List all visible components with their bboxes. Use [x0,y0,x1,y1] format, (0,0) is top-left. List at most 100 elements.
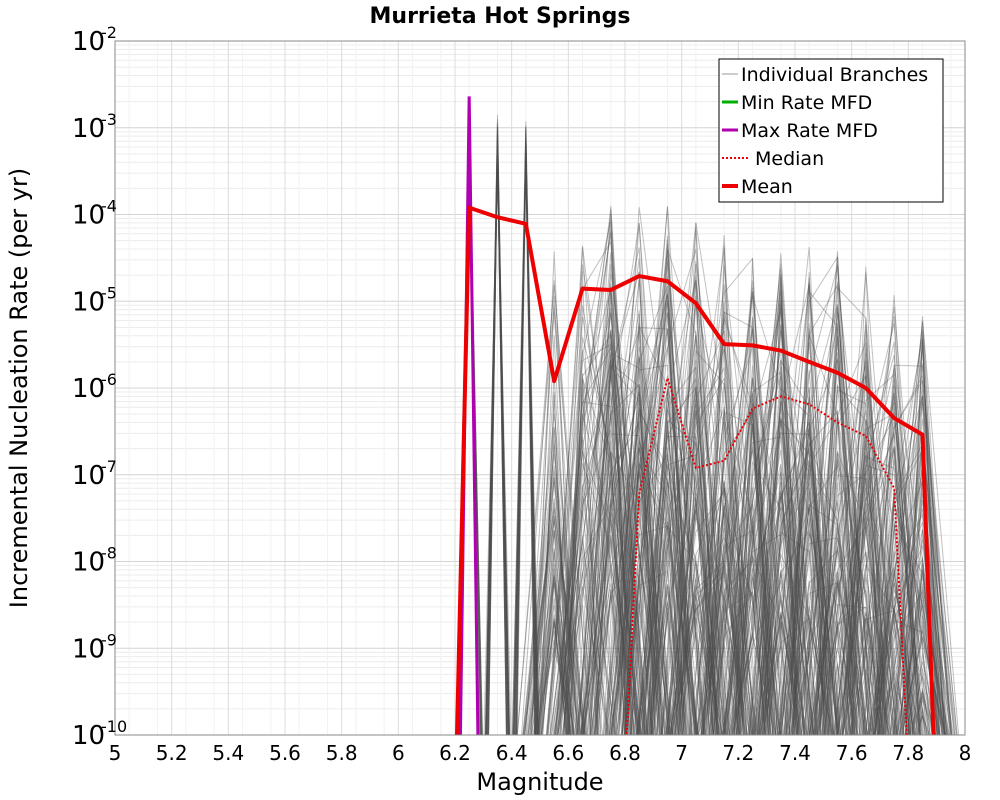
branch-line [701,449,779,735]
branch-line [818,502,857,735]
branch-line [845,266,887,735]
branch-line [807,548,868,735]
branch-line [624,603,654,735]
branch-line [721,487,784,735]
branch-line [874,557,945,735]
branch-line [740,273,799,735]
branch-line [609,384,669,735]
branch-line [513,163,539,735]
branch-line [673,578,719,735]
branch-line [556,429,639,735]
y-tick-label: 10 [72,114,105,144]
branch-line [621,388,690,735]
branch-line [702,265,771,735]
branch-line [848,567,916,735]
branch-line [559,345,635,735]
branch-line [808,572,867,735]
branch-line [593,424,661,735]
branch-line [764,387,826,735]
branch-line [874,569,914,735]
branch-line [529,470,579,735]
branch-line [892,380,953,735]
branch-line [732,449,806,735]
branch-line [912,653,933,735]
branch-line [485,153,510,735]
branch-line [721,307,819,735]
branch-line [638,313,697,735]
branch-line [608,412,670,735]
branch-line [674,222,744,735]
branch-line [833,352,899,735]
branch-line [576,341,646,735]
branch-line [876,523,939,735]
branch-line [893,500,952,735]
branch-line [793,571,858,735]
branch-line [899,583,946,735]
branch-line [767,530,822,735]
x-tick-label: 5.2 [156,741,188,765]
branch-line [700,280,783,735]
branch-line [640,482,721,735]
branch-line [840,414,921,735]
branch-line [633,430,702,735]
branch-line [523,519,585,735]
branch-line [712,590,767,735]
branch-line [646,464,714,735]
branch-line [596,535,626,735]
branch-line [756,599,805,735]
branch-line [717,446,788,735]
branch-line [671,443,720,735]
branch-line [785,503,833,735]
branch-line [727,463,812,735]
branch-line [788,532,856,735]
branch-line [736,579,801,735]
branch-line [532,648,577,735]
branch-line [670,367,722,735]
branch-line [541,622,568,735]
branch-line [704,503,774,735]
branch-line [695,530,782,735]
branch-line [649,334,719,735]
branch-line [567,439,598,735]
branch-line [862,459,926,735]
y-tick-label: 10 [72,201,105,231]
legend-box [718,58,944,203]
branch-line [911,668,934,735]
branch-line [814,385,888,735]
branch-line [608,462,670,735]
branch-line [735,301,800,735]
branch-line [845,366,887,735]
branch-line [905,338,940,735]
branch-line [626,580,653,735]
branch-line [660,376,761,735]
branch-line [712,588,736,735]
branch-line [701,501,781,735]
branch-line [816,648,859,735]
branch-line [751,419,811,735]
branch-line [774,265,874,735]
branch-line [876,346,945,735]
branch-line [821,373,882,735]
branch-line [874,502,939,735]
branch-line [675,280,742,735]
branch-line [904,335,941,735]
branch-line [513,138,539,735]
branch-line [568,222,627,735]
branch-line [792,532,851,735]
branch-line [580,479,641,735]
branch-line [669,559,753,735]
branch-line [624,447,682,735]
branch-line [696,505,753,735]
branch-line [594,498,628,735]
branch-line [670,516,747,735]
branch-line [748,489,814,735]
branch-line [595,330,656,735]
branch-line [533,618,575,735]
branch-line [832,496,924,735]
branch-line [876,508,945,735]
branch-line [909,589,936,735]
branch-line [563,329,632,735]
branch-line [810,527,865,735]
branch-line [707,346,771,735]
branch-line [772,283,847,735]
